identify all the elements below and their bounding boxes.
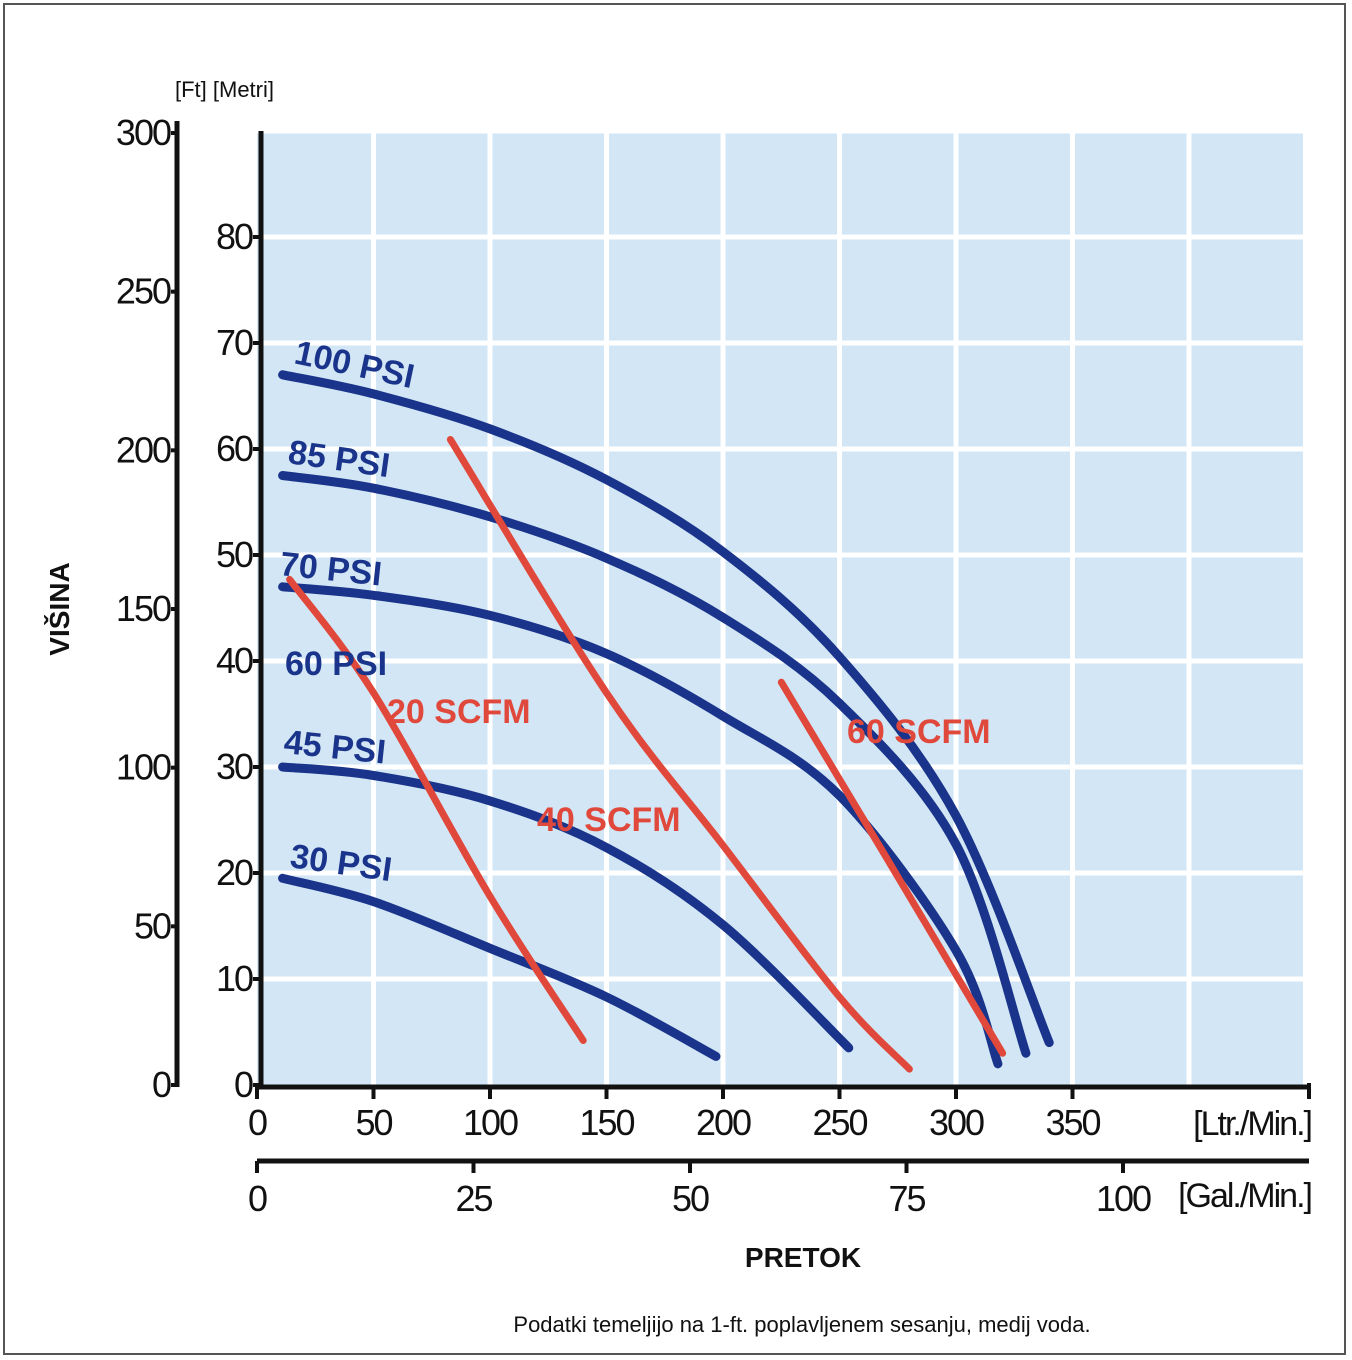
series-label-40-scfm: 40 SCFM xyxy=(537,801,681,839)
y-tick-label-m: 20 xyxy=(216,852,253,893)
grid xyxy=(257,128,1308,1085)
chart-frame: 300 250 200 150 100 50 0 80 70 60 50 40 30 20 10 0 0 50 10… xyxy=(3,3,1346,1355)
series-line-100-psi xyxy=(278,370,1054,1048)
y-tick-label-m: 50 xyxy=(216,534,253,575)
x-tick-label-ltr: 50 xyxy=(355,1102,392,1143)
x-tick-label-ltr: 350 xyxy=(1045,1102,1100,1143)
y-axis-title: VIŠINA xyxy=(43,562,75,655)
series-line-20-scfm xyxy=(286,575,587,1044)
y-tick-label-m: 40 xyxy=(216,640,253,681)
series-label-60-psi: 60 PSI xyxy=(285,645,387,683)
footnote: Podatki temeljijo na 1-ft. poplavljenem … xyxy=(513,1312,1090,1337)
x-tick-label-gal: 0 xyxy=(248,1178,267,1219)
series-line-30-psi xyxy=(278,873,721,1061)
x-unit-ltr: [Ltr./Min.] xyxy=(1193,1105,1311,1143)
y-tick-label-m: 60 xyxy=(216,428,253,469)
y-tick-label-ft: 200 xyxy=(116,429,171,470)
axes xyxy=(171,121,1311,1173)
series-line-85-psi xyxy=(278,471,1031,1058)
y-units-label: [Ft] [Metri] xyxy=(175,77,274,102)
x-tick-label-gal: 100 xyxy=(1096,1178,1151,1219)
y-tick-label-m: 0 xyxy=(234,1064,253,1105)
x-tick-label-ltr: 150 xyxy=(579,1102,634,1143)
series-line-70-psi xyxy=(278,582,1003,1069)
x-tick-label-ltr: 250 xyxy=(812,1102,867,1143)
y-tick-label-ft: 50 xyxy=(134,905,171,946)
y-tick-label-ft: 100 xyxy=(116,747,171,788)
y-tick-label-ft: 0 xyxy=(152,1064,171,1105)
series-line-60-scfm xyxy=(777,678,1007,1057)
plot-area xyxy=(257,133,1305,1085)
series-line-45-psi xyxy=(278,762,854,1053)
y-tick-label-ft: 150 xyxy=(116,588,171,629)
x-unit-gal: [Gal./Min.] xyxy=(1178,1177,1311,1215)
series-line-40-scfm xyxy=(446,436,913,1073)
y-tick-label-ft: 300 xyxy=(116,112,171,153)
series-layer xyxy=(278,370,1054,1073)
x-tick-label-gal: 50 xyxy=(672,1178,709,1219)
x-tick-label-ltr: 200 xyxy=(696,1102,751,1143)
y-tick-label-m: 80 xyxy=(216,216,253,257)
series-label-60-scfm: 60 SCFM xyxy=(847,713,991,751)
x-tick-label-ltr: 300 xyxy=(929,1102,984,1143)
series-label-20-scfm: 20 SCFM xyxy=(387,693,531,731)
x-tick-label-ltr: 0 xyxy=(248,1102,267,1143)
y-tick-label-m: 70 xyxy=(216,322,253,363)
x-tick-label-gal: 25 xyxy=(455,1178,492,1219)
x-axis-title: PRETOK xyxy=(745,1242,861,1273)
x-tick-label-gal: 75 xyxy=(888,1178,925,1219)
y-tick-label-ft: 250 xyxy=(116,271,171,312)
y-tick-label-m: 10 xyxy=(216,958,253,999)
x-tick-label-ltr: 100 xyxy=(463,1102,518,1143)
y-tick-label-m: 30 xyxy=(216,746,253,787)
